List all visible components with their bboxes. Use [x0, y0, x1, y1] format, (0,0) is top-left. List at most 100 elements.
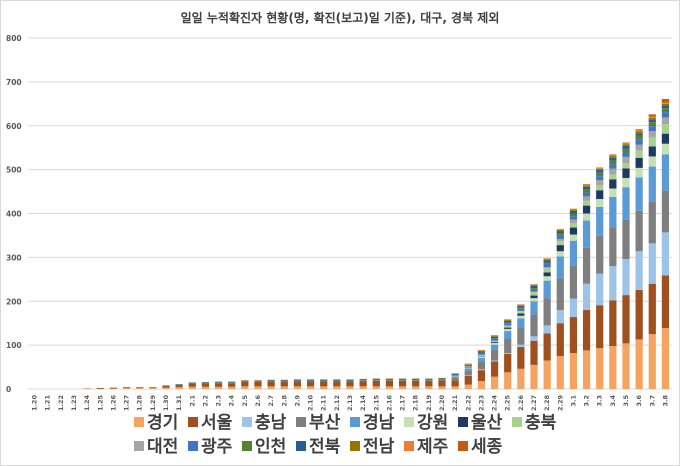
bar-segment — [556, 356, 564, 389]
bar-segment — [609, 156, 617, 158]
bar-segment — [241, 381, 249, 387]
bar-segment — [648, 131, 656, 138]
bar-segment — [543, 280, 551, 299]
bar-segment — [517, 306, 525, 308]
bar-segment — [582, 205, 591, 214]
bar-segment — [438, 386, 446, 389]
bar-segment — [490, 361, 499, 377]
bar-segment — [596, 348, 604, 389]
bar-segment — [609, 227, 617, 267]
x-tick-label: 2.12 — [333, 395, 341, 411]
bar-segment — [609, 196, 617, 228]
bar-segment — [490, 335, 499, 337]
x-tick-label: 3.8 — [661, 395, 669, 407]
bar-segment — [530, 295, 538, 299]
bar-segment — [596, 190, 604, 200]
bar-segment — [622, 295, 630, 344]
bar-segment — [661, 190, 670, 233]
bar-segment — [622, 142, 630, 145]
bar-segment — [648, 146, 656, 157]
bar-segment — [464, 368, 472, 371]
bar-segment — [530, 285, 538, 289]
legend-label: 세종 — [471, 437, 503, 457]
legend-label: 충남 — [255, 413, 287, 433]
bar-segment — [556, 235, 564, 239]
bar-segment — [517, 368, 525, 389]
bar-segment — [188, 386, 196, 389]
bar-segment — [477, 353, 486, 355]
bar-segment — [596, 206, 604, 236]
x-tick-label: 1.21 — [44, 395, 52, 412]
bar-segment — [96, 388, 104, 389]
bar-segment — [582, 184, 591, 186]
bar-segment — [398, 380, 407, 387]
bar-segment — [477, 354, 486, 357]
bar-segment — [517, 344, 525, 347]
bar-segment — [661, 108, 670, 113]
bar-segment — [490, 342, 499, 345]
bar-segment — [543, 325, 551, 334]
bar-segment — [464, 375, 472, 385]
bar-segment — [661, 275, 670, 329]
bar-segment — [543, 333, 551, 361]
x-tick-label: 2.2 — [201, 395, 209, 407]
bar-segment — [596, 167, 604, 169]
bar-segment — [661, 154, 670, 191]
x-tick-label: 2.17 — [399, 395, 407, 411]
x-tick-label: 2.9 — [293, 395, 301, 407]
gridlines — [28, 37, 672, 390]
x-tick-label: 2.15 — [372, 395, 380, 412]
bar-segment — [569, 219, 578, 224]
x-tick-label: 2.28 — [543, 395, 551, 412]
bar-segment — [609, 160, 617, 165]
bar-segment — [530, 301, 538, 315]
x-tick-label: 2.25 — [504, 395, 512, 412]
legend-label: 인천 — [255, 437, 286, 457]
bar-segment — [648, 243, 656, 284]
y-tick-label: 300 — [6, 253, 22, 262]
bar-segment — [635, 251, 643, 290]
bar-segment — [372, 380, 380, 387]
bar-segment — [582, 220, 591, 248]
legend-label: 경기 — [147, 413, 178, 433]
bar-segment — [517, 304, 525, 306]
bar-segment — [477, 351, 486, 353]
x-tick-label: 1.25 — [96, 395, 104, 412]
bar-segment — [635, 135, 643, 140]
x-tick-label: 2.20 — [438, 395, 446, 412]
legend-label: 전북 — [309, 437, 341, 457]
bar-segment — [464, 363, 472, 365]
bar-segment — [517, 305, 525, 307]
legend-swatch — [188, 417, 198, 427]
legend-item: 서울 — [188, 413, 233, 433]
y-tick-label: 700 — [6, 78, 22, 87]
bar-segment — [385, 378, 394, 380]
bar-segment — [648, 122, 656, 127]
x-tick-label: 3.4 — [609, 395, 617, 407]
bar-segment — [556, 233, 564, 236]
y-tick-label: 500 — [6, 166, 22, 175]
bar-segment — [530, 298, 538, 302]
legend-swatch — [242, 441, 252, 451]
bar-segment — [425, 386, 433, 389]
bar-segment — [530, 288, 538, 292]
legend-label: 광주 — [201, 437, 233, 457]
legend-swatch — [458, 441, 468, 451]
legend-swatch — [404, 441, 414, 451]
bar-segment — [504, 325, 512, 328]
y-tick-label: 400 — [6, 210, 22, 219]
bar-segment — [543, 268, 551, 273]
bar-segment — [635, 157, 643, 168]
bar-segment — [582, 189, 591, 193]
bar-segment — [530, 340, 538, 365]
bar-segment — [530, 364, 538, 389]
bar-segment — [490, 338, 499, 341]
bar-segment — [609, 164, 617, 169]
bar-segment — [609, 157, 617, 161]
bar-segment — [648, 166, 656, 202]
bar-segment — [438, 378, 446, 380]
bar-segment — [359, 386, 367, 389]
bar-segment — [582, 200, 591, 206]
bar-segment — [504, 320, 512, 323]
legend-item: 강원 — [404, 413, 448, 433]
